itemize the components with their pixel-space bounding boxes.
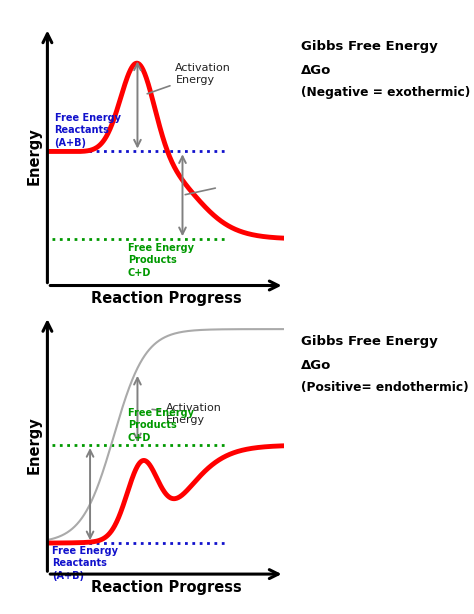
Text: Activation
Energy: Activation Energy — [152, 403, 222, 425]
Text: Activation
Energy: Activation Energy — [147, 63, 231, 94]
Text: Free Energy
Reactants
(A+B): Free Energy Reactants (A+B) — [55, 113, 120, 147]
Text: Free Energy
Products
C+D: Free Energy Products C+D — [128, 243, 194, 278]
Text: Gibbs Free Energy: Gibbs Free Energy — [301, 40, 438, 53]
X-axis label: Reaction Progress: Reaction Progress — [91, 580, 241, 594]
Text: (Positive= endothermic): (Positive= endothermic) — [301, 381, 469, 394]
Y-axis label: Energy: Energy — [27, 416, 42, 474]
Text: Free Energy
Products
C+D: Free Energy Products C+D — [128, 408, 194, 443]
Text: Gibbs Free Energy: Gibbs Free Energy — [301, 335, 438, 348]
Text: ΔGo: ΔGo — [301, 64, 331, 77]
Text: ΔGo: ΔGo — [301, 359, 331, 372]
X-axis label: Reaction Progress: Reaction Progress — [91, 291, 241, 306]
Y-axis label: Energy: Energy — [27, 128, 42, 185]
Text: (Negative = exothermic): (Negative = exothermic) — [301, 86, 470, 99]
Text: Free Energy
Reactants
(A+B): Free Energy Reactants (A+B) — [52, 546, 118, 580]
